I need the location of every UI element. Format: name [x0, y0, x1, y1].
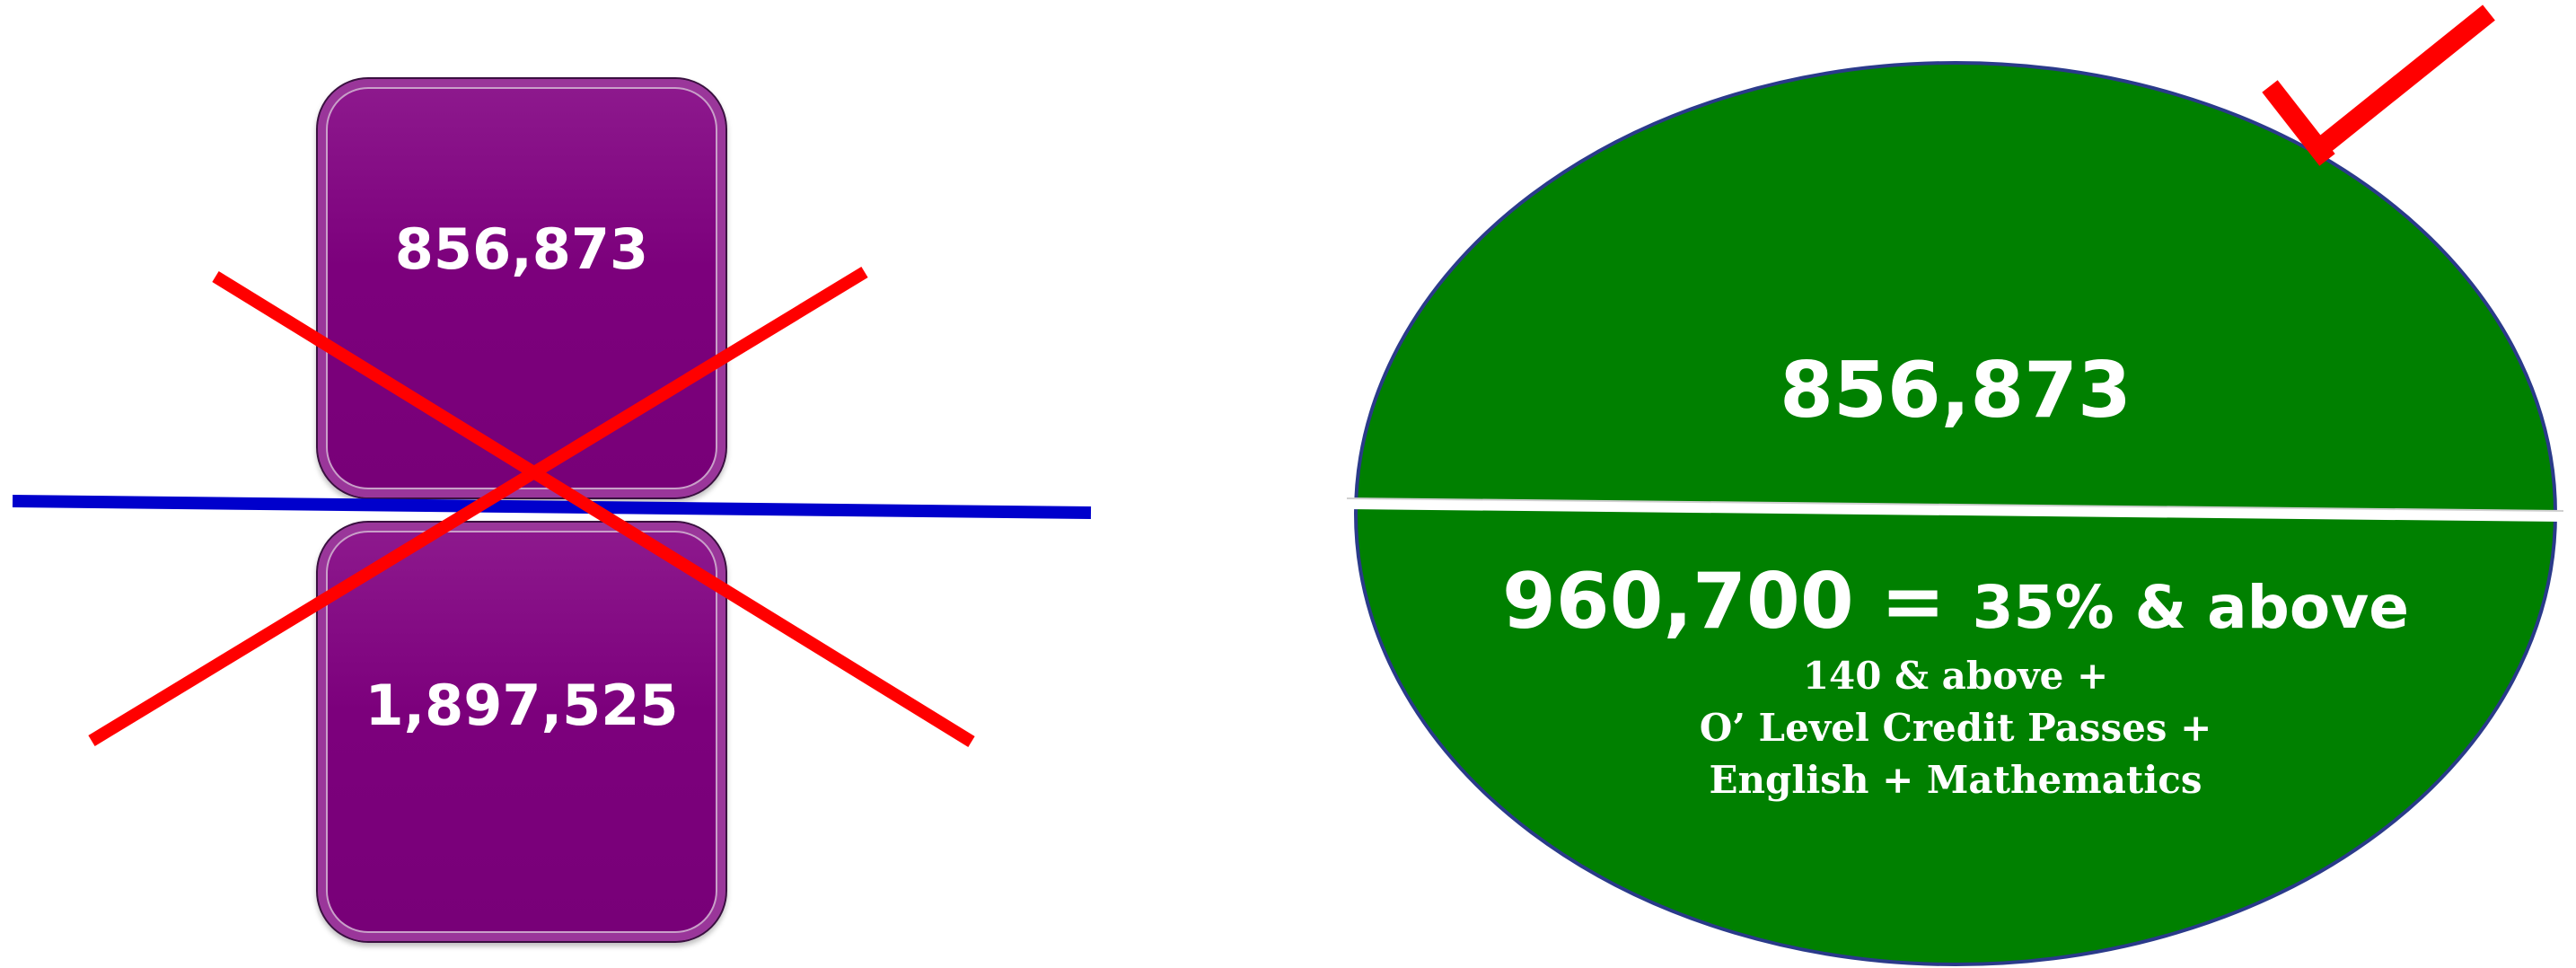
ellipse-divider-line-edge: [1346, 497, 2564, 512]
ellipse-top-value: 856,873: [1780, 346, 2132, 436]
condition-line-1: 140 & above +: [1802, 654, 2109, 698]
ellipse-main-line: 960,700 = 35% & above: [1417, 557, 2494, 647]
checkmark-icon: [2262, 4, 2495, 166]
ellipse-divider-line: [1346, 498, 2564, 522]
bottom-purple-box: 1,897,525: [316, 521, 727, 943]
cross-icon: [88, 267, 975, 747]
ellipse-threshold: 35% & above: [1972, 573, 2410, 642]
condition-line-2: O’ Level Credit Passes +: [1699, 706, 2212, 750]
blue-divider-line: [12, 495, 1092, 519]
ellipse-main-value: 960,700: [1501, 557, 1854, 647]
top-box-value: 856,873: [394, 216, 649, 282]
condition-line-3: English + Mathematics: [1709, 758, 2202, 802]
top-purple-box: 856,873: [316, 77, 727, 499]
bottom-box-value: 1,897,525: [365, 672, 679, 738]
ellipse-equals: =: [1880, 557, 1946, 647]
